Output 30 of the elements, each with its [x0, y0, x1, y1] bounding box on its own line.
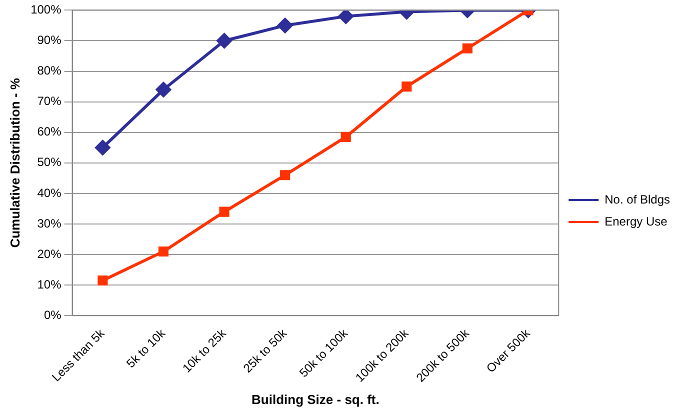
point	[340, 132, 351, 142]
y-tick-label: 30%	[37, 216, 62, 230]
legend-label: No. of Bldgs	[604, 192, 670, 206]
legend-label: Energy Use	[604, 214, 668, 228]
y-tick-label: 70%	[37, 94, 62, 108]
y-tick-label: 10%	[37, 277, 62, 292]
point	[98, 275, 108, 286]
y-axis-title: Cumulative Distribution - %	[7, 78, 22, 248]
point	[156, 82, 171, 98]
point	[158, 246, 169, 257]
x-axis-title: Building Size - sq. ft.	[252, 392, 380, 407]
x-tick-label: 5k to 10k	[124, 326, 169, 371]
y-tick-label: 90%	[37, 33, 62, 48]
y-tick-label: 80%	[37, 64, 62, 78]
point	[219, 206, 230, 217]
y-tick-label: 0%	[44, 308, 62, 322]
y-tick-label: 50%	[37, 155, 62, 170]
point	[338, 10, 354, 24]
x-tick-label: 25k to 50k	[240, 326, 290, 376]
point	[402, 82, 412, 92]
y-tick-label: 40%	[37, 186, 62, 200]
x-tick-label: 10k to 25k	[180, 326, 230, 376]
y-tick-label: 20%	[37, 246, 62, 261]
point	[95, 140, 110, 156]
y-tick-label: 60%	[37, 124, 62, 139]
point	[462, 43, 472, 54]
point	[216, 33, 232, 48]
point	[278, 18, 293, 33]
y-tick-label: 100%	[30, 2, 62, 17]
point	[280, 170, 290, 180]
